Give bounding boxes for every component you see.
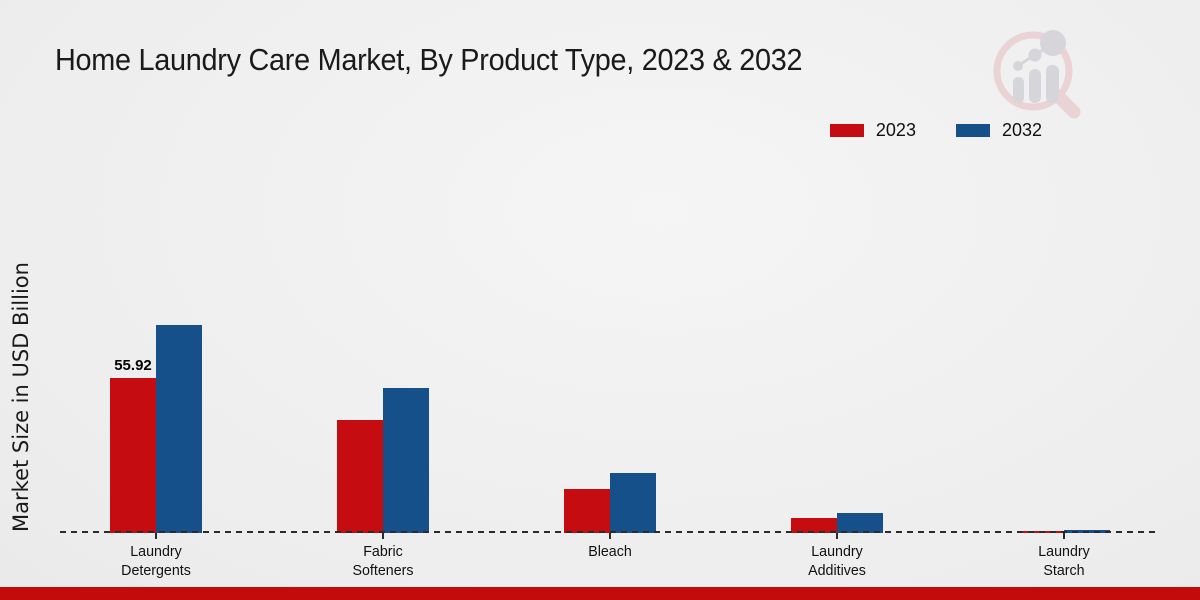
- bar-2023-fabric-softeners: [337, 419, 383, 533]
- legend-swatch-icon: [955, 124, 990, 137]
- category-label: Laundry Additives: [808, 543, 866, 579]
- x-axis-tick: [1063, 533, 1065, 539]
- chart-title: Home Laundry Care Market, By Product Typ…: [55, 42, 803, 77]
- category-label: Bleach: [588, 543, 632, 560]
- bar-2023-bleach: [564, 488, 610, 533]
- bar-2032-bleach: [610, 473, 656, 533]
- bar-2032-laundry-detergents: [156, 324, 202, 533]
- magnifier-growth-chart-logo-icon: [993, 30, 1081, 119]
- bar-2023-laundry-detergents: [110, 377, 156, 533]
- legend-label: 2032: [1001, 120, 1042, 140]
- footer-red-strip: [0, 587, 1200, 600]
- legend-label: 2023: [875, 120, 916, 140]
- x-axis-tick: [836, 533, 838, 539]
- category-label: Fabric Softeners: [352, 543, 414, 579]
- bar-2032-fabric-softeners: [383, 387, 429, 533]
- x-axis-tick: [382, 533, 384, 539]
- bar-value-label: 55.92: [114, 356, 152, 374]
- legend-swatch-icon: [829, 124, 864, 137]
- x-axis-tick: [155, 533, 157, 539]
- x-axis-baseline: [60, 531, 1157, 533]
- x-axis-tick: [609, 533, 611, 539]
- legend: 2023 2032: [829, 120, 1042, 141]
- category-label: Laundry Detergents: [121, 543, 191, 579]
- legend-item-2032: 2032: [955, 120, 1042, 141]
- legend-item-2023: 2023: [829, 120, 916, 141]
- bar-2023-laundry-additives: [791, 518, 837, 533]
- category-label: Laundry Starch: [1038, 543, 1090, 579]
- bar-2032-laundry-additives: [837, 513, 883, 533]
